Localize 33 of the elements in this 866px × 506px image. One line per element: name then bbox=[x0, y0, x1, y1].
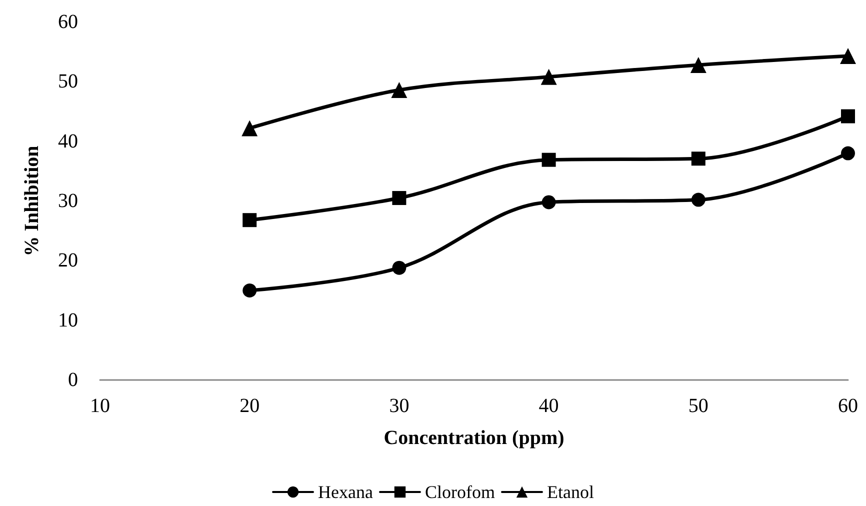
y-tick-label: 30 bbox=[58, 190, 78, 212]
point bbox=[540, 68, 557, 85]
y-tick-label: 40 bbox=[58, 130, 78, 152]
legend-label: Hexana bbox=[318, 482, 374, 502]
legend-label: Etanol bbox=[546, 482, 594, 502]
point bbox=[542, 152, 556, 167]
point bbox=[242, 120, 258, 136]
x-tick-label: 60 bbox=[838, 395, 858, 417]
y-tick-label: 50 bbox=[58, 70, 78, 93]
x-tick-label: 10 bbox=[90, 395, 110, 417]
x-tick-label: 30 bbox=[389, 395, 410, 417]
point bbox=[841, 146, 855, 160]
x-tick-label: 50 bbox=[688, 395, 708, 417]
y-tick-label: 0 bbox=[68, 369, 78, 391]
x-axis-title: Concentration (ppm) bbox=[384, 427, 564, 449]
point bbox=[392, 260, 406, 275]
y-tick-label: 60 bbox=[58, 11, 78, 33]
point bbox=[691, 192, 706, 207]
point bbox=[690, 56, 706, 73]
y-tick-label: 10 bbox=[58, 309, 78, 332]
point bbox=[841, 109, 855, 124]
point bbox=[242, 213, 257, 228]
y-tick-label: 20 bbox=[58, 250, 78, 272]
point bbox=[840, 48, 856, 64]
point bbox=[391, 82, 408, 98]
point bbox=[542, 195, 556, 210]
x-tick-label: 40 bbox=[538, 395, 559, 417]
point bbox=[242, 284, 257, 298]
legend-label: Clorofom bbox=[424, 482, 495, 502]
y-axis-title: % Inhibition bbox=[21, 146, 43, 256]
x-tick-label: 20 bbox=[240, 395, 260, 417]
point bbox=[392, 191, 406, 206]
point bbox=[691, 152, 706, 166]
